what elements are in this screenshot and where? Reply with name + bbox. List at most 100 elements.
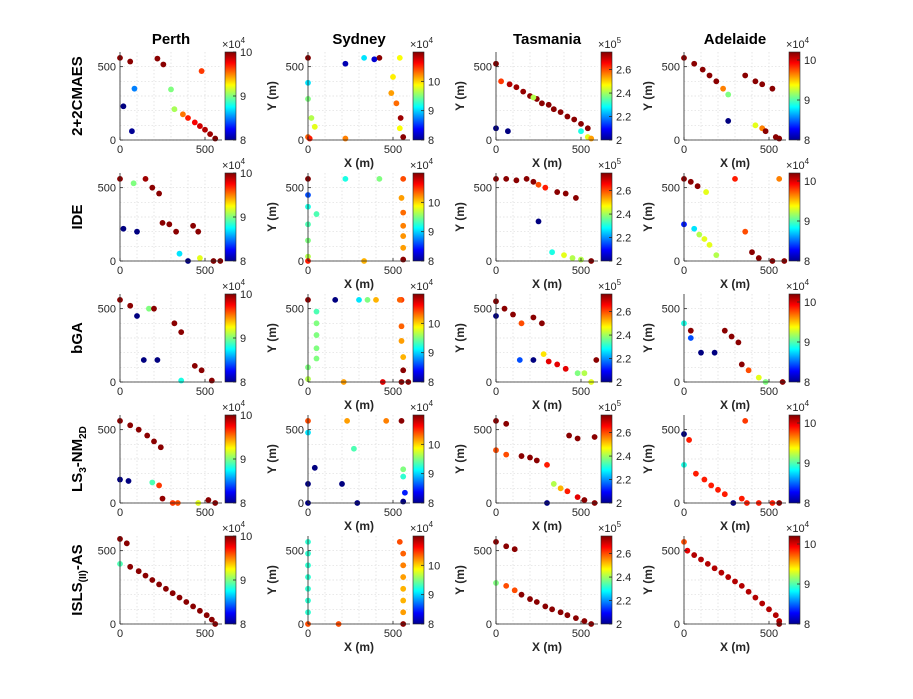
data-point (344, 417, 350, 424)
y-tick-label: 500 (286, 425, 304, 437)
data-point (149, 577, 156, 583)
data-point (708, 482, 715, 489)
data-point (176, 250, 183, 257)
y-tick-label: 500 (98, 62, 116, 74)
data-point (518, 320, 525, 327)
data-point (142, 572, 149, 579)
panel-adelaide-2: 0 500 0 500 X (m) Y (m) 8 9 10 ×104 (641, 278, 816, 412)
x-tick-label: 500 (196, 144, 214, 156)
x-axis-label: X (m) (532, 398, 562, 412)
x-axis-label: X (m) (532, 640, 562, 654)
colorbar-tick-label: 2.4 (616, 330, 631, 342)
x-axis-label: X (m) (532, 519, 562, 533)
data-point (574, 370, 581, 377)
data-point (398, 195, 405, 201)
data-point (693, 470, 699, 477)
y-axis-label: Y (m) (453, 81, 467, 111)
data-point (687, 178, 694, 185)
data-point (142, 175, 149, 182)
colorbar-tick-label: 10 (240, 410, 252, 422)
colorbar-tick-label: 2 (616, 135, 622, 147)
y-tick-label: 500 (662, 304, 680, 316)
data-point (593, 357, 600, 363)
data-point (195, 228, 202, 235)
colorbar (600, 172, 613, 262)
data-point (198, 367, 205, 374)
data-point (742, 72, 749, 79)
data-point (518, 591, 525, 598)
colorbar-tick-label: 9 (240, 333, 246, 345)
data-point (698, 556, 704, 563)
colorbar-exponent: ×104 (222, 36, 246, 51)
data-point (135, 568, 142, 575)
x-tick-label: 0 (305, 628, 311, 640)
data-point (687, 335, 694, 341)
colorbar-tick-label: 9 (428, 348, 434, 360)
data-point (510, 311, 516, 318)
data-point (769, 85, 776, 92)
y-tick-label: 500 (98, 304, 116, 316)
data-point (545, 358, 552, 365)
y-tick-label: 500 (662, 183, 680, 195)
data-point (715, 486, 721, 493)
data-point (706, 72, 713, 79)
data-point (134, 313, 140, 319)
data-point (190, 603, 197, 610)
data-point (569, 255, 576, 261)
data-point (503, 582, 510, 589)
data-point (755, 374, 762, 381)
data-point (562, 365, 569, 372)
y-tick-label: 0 (110, 498, 116, 510)
x-axis-label: X (m) (532, 156, 562, 170)
data-point (535, 218, 542, 225)
colorbar (412, 172, 425, 262)
colorbar (788, 51, 801, 141)
x-tick-label: 0 (493, 628, 499, 640)
data-point (542, 603, 549, 610)
data-point (149, 184, 156, 191)
data-point (684, 547, 691, 554)
colorbar-exponent: ×105 (598, 399, 622, 414)
data-point (557, 109, 564, 116)
data-point (732, 175, 738, 182)
colorbar-tick-label: 10 (428, 560, 440, 572)
data-point (698, 349, 704, 356)
colorbar-tick-label: 9 (240, 212, 246, 224)
data-point (197, 255, 203, 261)
x-tick-label: 0 (117, 144, 123, 156)
data-point (704, 560, 711, 567)
colorbar-tick-label: 9 (240, 575, 246, 587)
colorbar (788, 172, 801, 262)
data-point (554, 361, 561, 368)
data-point (513, 84, 520, 91)
y-tick-label: 500 (474, 546, 492, 558)
data-point (400, 473, 407, 480)
x-axis-label: X (m) (344, 398, 374, 412)
data-point (156, 581, 163, 588)
data-point (127, 58, 134, 65)
column-title-adelaide: Adelaide (704, 31, 767, 48)
data-point (400, 597, 407, 604)
data-point (578, 120, 584, 127)
data-point (400, 562, 407, 569)
colorbar-tick-label: 9 (804, 337, 810, 349)
data-point (373, 296, 379, 303)
data-point (721, 327, 728, 334)
data-point (564, 488, 571, 495)
x-axis-label: X (m) (720, 640, 750, 654)
panel-adelaide-0: 0 500 0 500 X (m) Y (m) 8 9 10 ×104 (641, 36, 816, 170)
data-point (728, 333, 735, 340)
colorbar-tick-label: 8 (428, 498, 434, 510)
data-point (120, 225, 127, 232)
y-tick-label: 500 (98, 546, 116, 558)
colorbar-tick-label: 2.4 (616, 451, 631, 463)
data-point (396, 54, 403, 61)
data-point (725, 91, 732, 98)
colorbar (788, 414, 801, 504)
colorbar-tick-label: 2.2 (616, 475, 631, 487)
data-point (361, 54, 367, 61)
data-point (516, 357, 523, 363)
colorbar (788, 293, 801, 383)
x-tick-label: 0 (117, 507, 123, 519)
data-point (339, 481, 345, 487)
